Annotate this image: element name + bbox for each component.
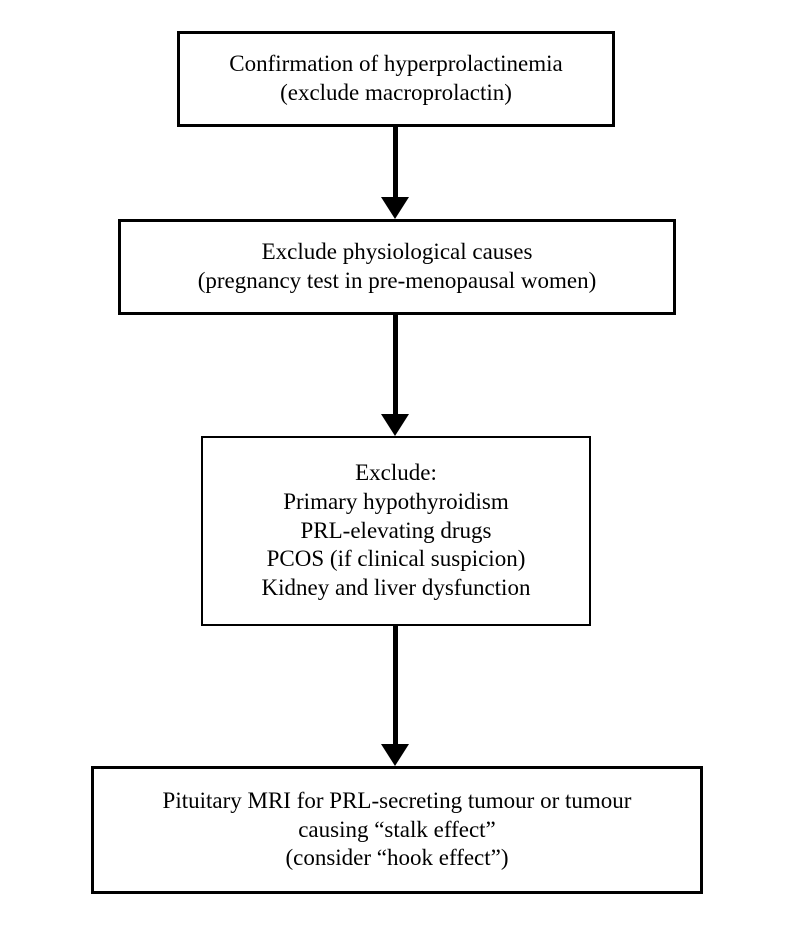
node-text-line: Confirmation of hyperprolactinemia bbox=[229, 50, 562, 79]
node-text-line: causing “stalk effect” bbox=[298, 816, 496, 845]
flowchart-canvas: Confirmation of hyperprolactinemia(exclu… bbox=[0, 0, 792, 933]
node-text-line: (pregnancy test in pre-menopausal women) bbox=[198, 267, 597, 296]
flowchart-arrow-head bbox=[381, 744, 409, 766]
node-text-line: PRL-elevating drugs bbox=[301, 517, 492, 546]
node-text-line: Kidney and liver dysfunction bbox=[262, 574, 531, 603]
flowchart-arrow-shaft bbox=[393, 315, 398, 414]
node-text-line: (consider “hook effect”) bbox=[285, 844, 508, 873]
flowchart-arrow-head bbox=[381, 414, 409, 436]
node-text-line: Exclude: bbox=[355, 459, 437, 488]
flowchart-arrow-shaft bbox=[393, 127, 398, 197]
node-text-line: PCOS (if clinical suspicion) bbox=[267, 545, 526, 574]
flowchart-node-n3: Exclude:Primary hypothyroidismPRL-elevat… bbox=[201, 436, 591, 626]
node-text-line: (exclude macroprolactin) bbox=[280, 79, 512, 108]
flowchart-node-n2: Exclude physiological causes(pregnancy t… bbox=[118, 219, 676, 315]
node-text-line: Exclude physiological causes bbox=[262, 238, 533, 267]
flowchart-node-n4: Pituitary MRI for PRL-secreting tumour o… bbox=[91, 766, 703, 894]
flowchart-arrow-shaft bbox=[393, 626, 398, 744]
flowchart-node-n1: Confirmation of hyperprolactinemia(exclu… bbox=[177, 31, 615, 127]
flowchart-arrow-head bbox=[381, 197, 409, 219]
node-text-line: Primary hypothyroidism bbox=[283, 488, 509, 517]
node-text-line: Pituitary MRI for PRL-secreting tumour o… bbox=[163, 787, 632, 816]
